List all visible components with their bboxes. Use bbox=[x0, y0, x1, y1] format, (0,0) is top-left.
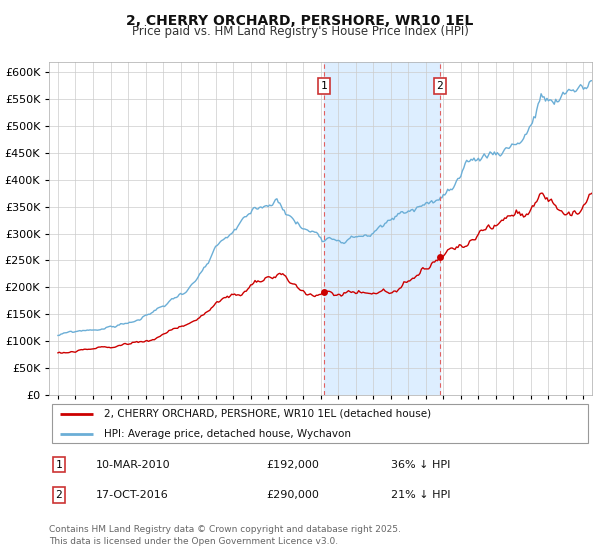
Bar bbox=[324, 62, 440, 395]
Text: 36% ↓ HPI: 36% ↓ HPI bbox=[391, 460, 451, 470]
Text: £290,000: £290,000 bbox=[266, 490, 319, 500]
Text: Price paid vs. HM Land Registry's House Price Index (HPI): Price paid vs. HM Land Registry's House … bbox=[131, 25, 469, 38]
FancyBboxPatch shape bbox=[52, 404, 589, 443]
Text: 2, CHERRY ORCHARD, PERSHORE, WR10 1EL (detached house): 2, CHERRY ORCHARD, PERSHORE, WR10 1EL (d… bbox=[104, 409, 431, 419]
Text: 21% ↓ HPI: 21% ↓ HPI bbox=[391, 490, 451, 500]
Text: Contains HM Land Registry data © Crown copyright and database right 2025.
This d: Contains HM Land Registry data © Crown c… bbox=[49, 525, 401, 546]
Text: 1: 1 bbox=[56, 460, 62, 470]
Text: 10-MAR-2010: 10-MAR-2010 bbox=[95, 460, 170, 470]
Text: HPI: Average price, detached house, Wychavon: HPI: Average price, detached house, Wych… bbox=[104, 428, 350, 438]
Text: £192,000: £192,000 bbox=[266, 460, 319, 470]
Text: 2: 2 bbox=[56, 490, 62, 500]
Text: 1: 1 bbox=[320, 81, 328, 91]
Text: 2: 2 bbox=[436, 81, 443, 91]
Text: 2, CHERRY ORCHARD, PERSHORE, WR10 1EL: 2, CHERRY ORCHARD, PERSHORE, WR10 1EL bbox=[127, 14, 473, 28]
Text: 17-OCT-2016: 17-OCT-2016 bbox=[95, 490, 168, 500]
